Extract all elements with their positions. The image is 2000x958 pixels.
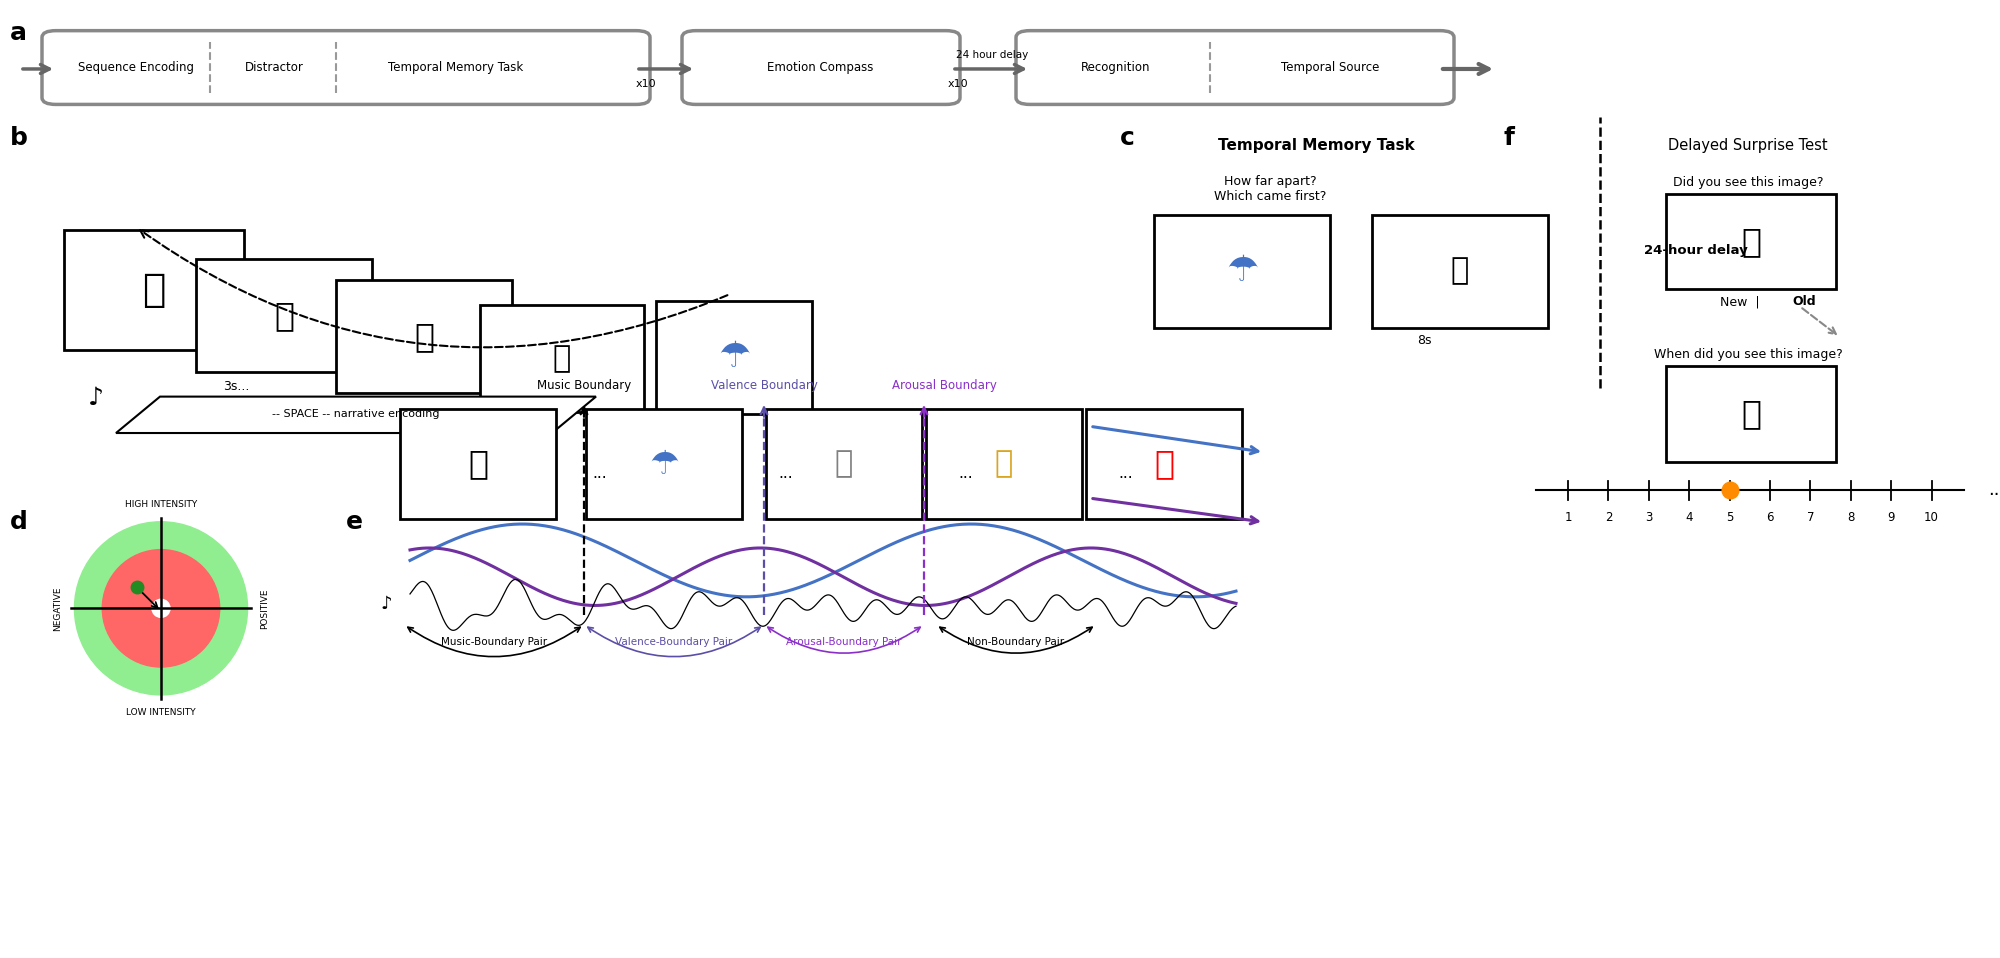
- Bar: [480, 305, 644, 412]
- Text: x10: x10: [636, 80, 656, 89]
- Text: Temporal Memory Task: Temporal Memory Task: [388, 60, 524, 74]
- Text: ⚽: ⚽: [1740, 398, 1762, 430]
- Text: ♪: ♪: [380, 596, 392, 613]
- Bar: [1086, 409, 1242, 519]
- Bar: [196, 259, 372, 372]
- Text: 🔍: 🔍: [552, 344, 572, 373]
- Text: 3s...: 3s...: [222, 379, 250, 393]
- Bar: [400, 409, 556, 519]
- Bar: [336, 280, 512, 393]
- Text: 4: 4: [1686, 511, 1692, 524]
- Text: HIGH INTENSITY: HIGH INTENSITY: [124, 500, 198, 509]
- Bar: [926, 409, 1082, 519]
- Bar: [64, 230, 244, 350]
- Text: When did you see this image?: When did you see this image?: [1654, 348, 1842, 361]
- Text: 10: 10: [1924, 511, 1940, 524]
- Text: ...: ...: [778, 467, 794, 481]
- Text: ⚽: ⚽: [1450, 257, 1470, 285]
- Text: Recognition: Recognition: [1082, 60, 1150, 74]
- Text: ☂: ☂: [650, 447, 678, 481]
- Text: ⚽: ⚽: [1740, 225, 1762, 258]
- Text: ...: ...: [1118, 467, 1134, 481]
- Text: 24 hour delay: 24 hour delay: [956, 50, 1028, 59]
- Bar: [766, 409, 922, 519]
- Text: x10: x10: [948, 80, 968, 89]
- Text: How far apart?
Which came first?: How far apart? Which came first?: [1214, 174, 1326, 203]
- Text: Distractor: Distractor: [244, 60, 304, 74]
- Text: Delayed Surprise Test: Delayed Surprise Test: [1668, 138, 1828, 153]
- Polygon shape: [116, 397, 596, 433]
- Text: Sequence Encoding: Sequence Encoding: [78, 60, 194, 74]
- Bar: [586, 409, 742, 519]
- Circle shape: [152, 600, 170, 617]
- Text: Did you see this image?: Did you see this image?: [1672, 175, 1824, 189]
- Text: f: f: [1504, 126, 1514, 150]
- Text: 2: 2: [1604, 511, 1612, 524]
- Text: 🍎: 🍎: [1154, 447, 1174, 481]
- Text: e: e: [346, 510, 364, 534]
- FancyBboxPatch shape: [1016, 31, 1454, 104]
- Text: c: c: [1120, 126, 1134, 150]
- Text: 9: 9: [1888, 511, 1894, 524]
- Text: ...: ...: [592, 467, 608, 481]
- Text: POSITIVE: POSITIVE: [260, 588, 270, 628]
- Text: 1: 1: [1564, 511, 1572, 524]
- Text: Arousal-Boundary Pair: Arousal-Boundary Pair: [786, 637, 902, 647]
- Bar: [1666, 194, 1836, 289]
- FancyBboxPatch shape: [42, 31, 650, 104]
- Text: 5: 5: [1726, 511, 1734, 524]
- Text: Valence-Boundary Pair: Valence-Boundary Pair: [616, 637, 732, 647]
- Text: Arousal Boundary: Arousal Boundary: [892, 378, 996, 392]
- Text: ⚽: ⚽: [468, 447, 488, 481]
- Circle shape: [102, 550, 220, 667]
- Text: New  |: New |: [1720, 295, 1768, 308]
- Text: Temporal Memory Task: Temporal Memory Task: [1218, 138, 1414, 153]
- Text: Old: Old: [1792, 295, 1816, 308]
- Text: LOW INTENSITY: LOW INTENSITY: [126, 708, 196, 717]
- Text: 7: 7: [1806, 511, 1814, 524]
- Bar: [1154, 215, 1330, 328]
- Text: 24-hour delay: 24-hour delay: [1644, 244, 1748, 258]
- Text: 6: 6: [1766, 511, 1774, 524]
- Bar: [656, 301, 812, 414]
- Text: ...: ...: [1988, 482, 2000, 499]
- Text: Music Boundary: Music Boundary: [536, 378, 632, 392]
- Bar: [1666, 366, 1836, 462]
- Text: Emotion Compass: Emotion Compass: [766, 60, 874, 74]
- Text: 👜: 👜: [274, 299, 294, 331]
- Text: 3: 3: [1646, 511, 1652, 524]
- Text: Non-Boundary Pair: Non-Boundary Pair: [968, 637, 1064, 647]
- Text: a: a: [10, 21, 28, 45]
- Text: ♪: ♪: [88, 385, 104, 410]
- Text: Music-Boundary Pair: Music-Boundary Pair: [440, 637, 548, 647]
- Text: 8: 8: [1848, 511, 1854, 524]
- Text: ☂: ☂: [718, 340, 750, 375]
- Text: NEGATIVE: NEGATIVE: [52, 586, 62, 630]
- Text: b: b: [10, 126, 28, 150]
- Text: ☂: ☂: [1226, 254, 1258, 288]
- Text: -- SPACE -- narrative encoding: -- SPACE -- narrative encoding: [272, 409, 440, 419]
- Text: d: d: [10, 510, 28, 534]
- Text: Temporal Source: Temporal Source: [1280, 60, 1380, 74]
- FancyBboxPatch shape: [682, 31, 960, 104]
- Text: 8s: 8s: [1416, 333, 1432, 347]
- Text: ...: ...: [958, 467, 974, 481]
- Circle shape: [74, 522, 248, 695]
- Text: 🍉: 🍉: [414, 320, 434, 353]
- Text: 🔭: 🔭: [834, 449, 854, 479]
- Text: 🏺: 🏺: [994, 449, 1014, 479]
- Text: Valence Boundary: Valence Boundary: [710, 378, 818, 392]
- Bar: [1372, 215, 1548, 328]
- Text: ⚽: ⚽: [142, 271, 166, 308]
